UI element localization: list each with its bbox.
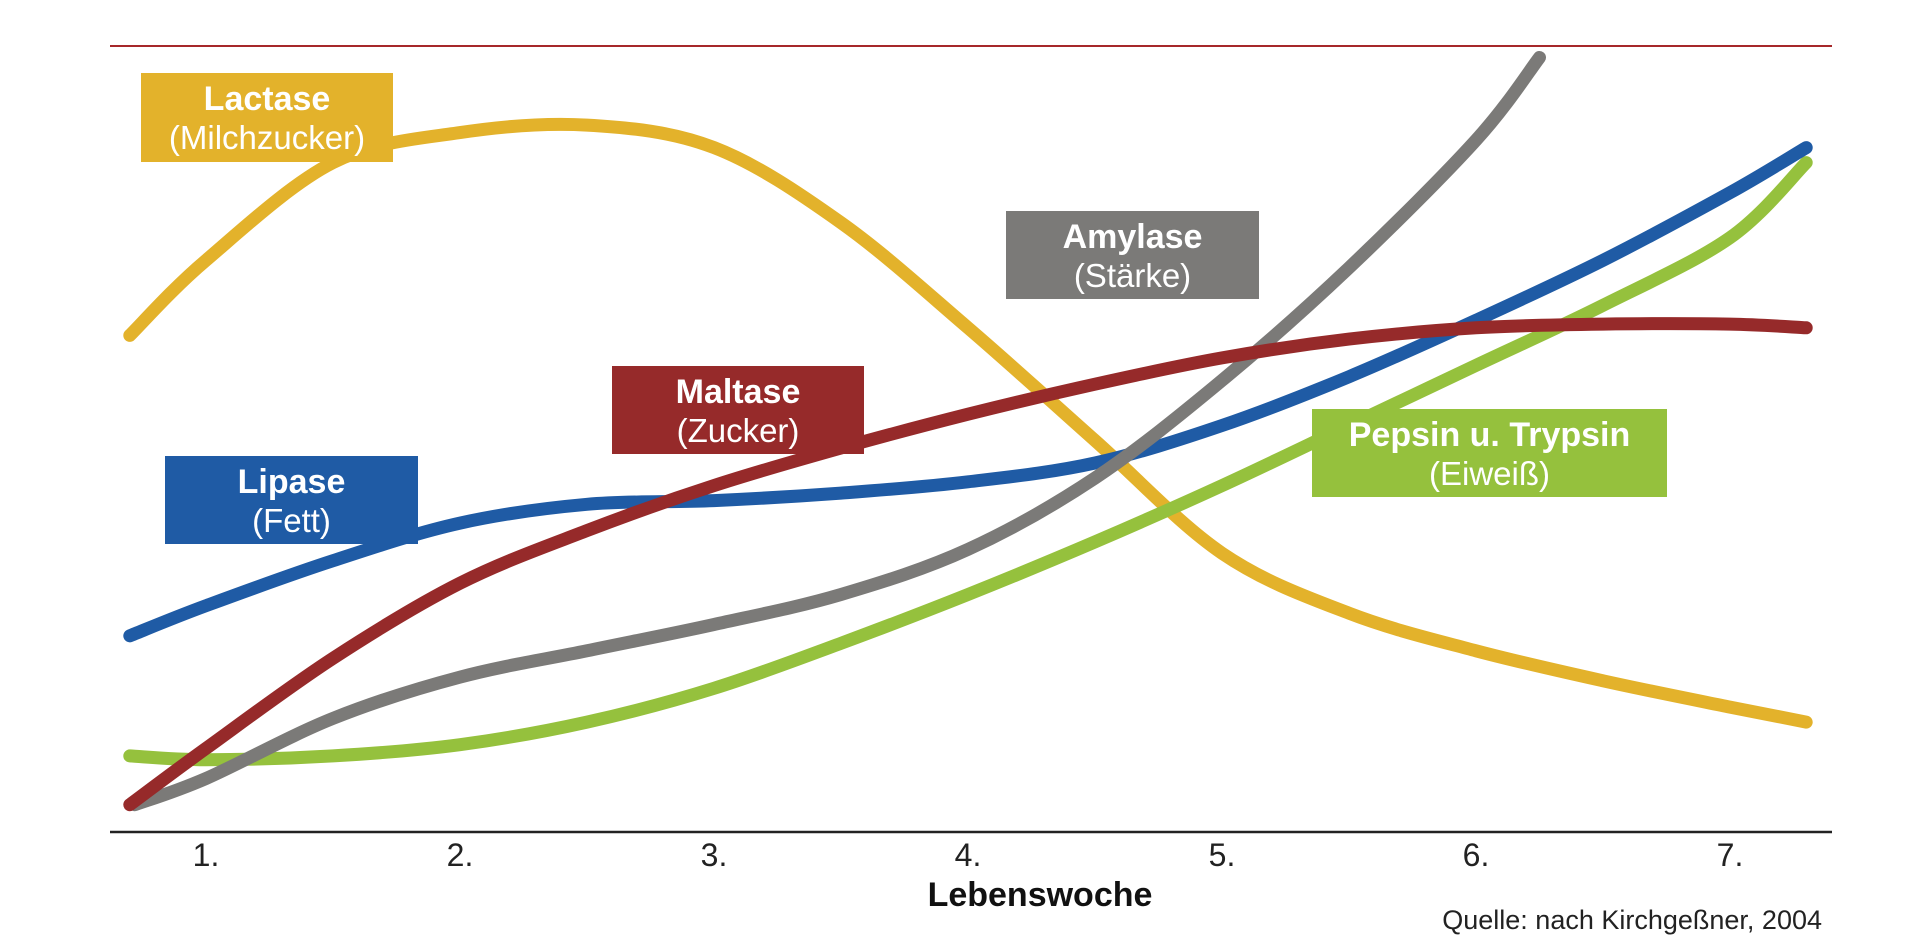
lactase-label-sub: (Milchzucker) bbox=[168, 119, 366, 156]
x-tick-label: 4. bbox=[954, 837, 982, 873]
pepsin-label: Pepsin u. Trypsin (Eiweiß) bbox=[1312, 409, 1667, 497]
maltase-label: Maltase (Zucker) bbox=[612, 366, 864, 454]
x-axis-label: Lebenswoche bbox=[927, 876, 1153, 914]
pepsin-label-sub: (Eiweiß) bbox=[1429, 455, 1550, 492]
lipase-label: Lipase (Fett) bbox=[165, 456, 418, 544]
x-tick-label: 7. bbox=[1716, 837, 1744, 873]
maltase-label-sub: (Zucker) bbox=[676, 412, 800, 449]
source-note: Quelle: nach Kirchgeßner, 2004 bbox=[1442, 905, 1822, 935]
amylase-label: Amylase (Stärke) bbox=[1006, 211, 1259, 299]
lactase-label-name: Lactase bbox=[203, 80, 331, 118]
x-tick-label: 3. bbox=[700, 837, 728, 873]
lipase-label-sub: (Fett) bbox=[252, 502, 331, 539]
x-tick-label: 6. bbox=[1462, 837, 1490, 873]
pepsin-label-name: Pepsin u. Trypsin bbox=[1348, 416, 1631, 454]
x-tick-label: 2. bbox=[446, 837, 474, 873]
amylase-label-sub: (Stärke) bbox=[1073, 257, 1192, 294]
maltase-label-name: Maltase bbox=[675, 373, 801, 411]
amylase-label-name: Amylase bbox=[1062, 218, 1203, 256]
series-line-maltase bbox=[123, 317, 1813, 812]
lactase-label: Lactase (Milchzucker) bbox=[141, 73, 393, 162]
series-line-amylase bbox=[128, 51, 1546, 812]
x-tick-label: 1. bbox=[192, 837, 220, 873]
lipase-label-name: Lipase bbox=[237, 463, 346, 501]
series-line-lipase bbox=[123, 141, 1813, 643]
x-tick-label: 5. bbox=[1208, 837, 1236, 873]
